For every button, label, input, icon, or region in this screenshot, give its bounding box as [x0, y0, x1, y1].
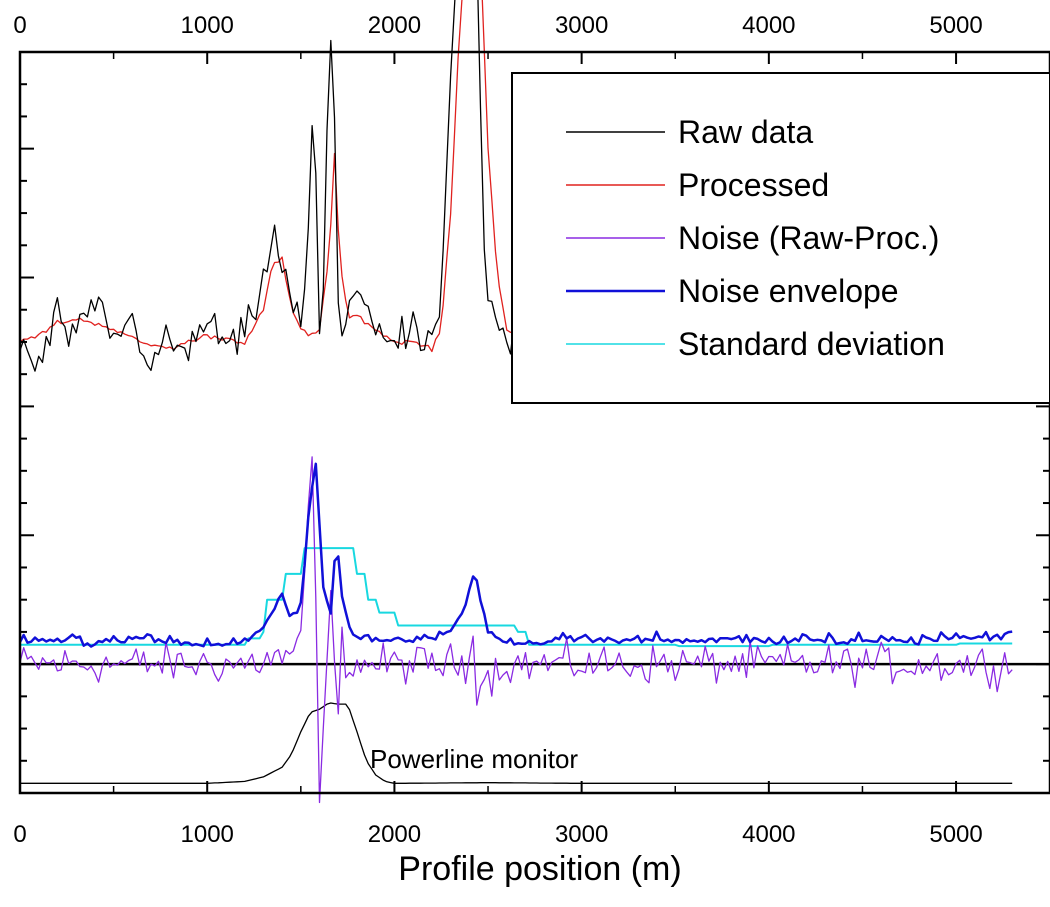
x-tick-label-top: 5000 — [929, 12, 982, 39]
legend-label: Noise (Raw-Proc.) — [678, 220, 939, 256]
plot-frame — [18, 50, 1050, 795]
powerline-annotation: Powerline monitor — [370, 744, 578, 774]
x-tick-label-top: 4000 — [742, 12, 795, 39]
series-powerline-monitor — [20, 702, 1013, 784]
x-tick-label-bottom: 1000 — [181, 821, 234, 848]
series-standard-deviation — [20, 547, 1013, 648]
x-tick-label-bottom: 2000 — [368, 821, 421, 848]
x-tick-label-bottom: 3000 — [555, 821, 608, 848]
legend-items: Raw data Processed Noise (Raw-Proc.) Noise … — [566, 114, 945, 362]
x-tick-label-top: 2000 — [368, 12, 421, 39]
x-tick-label-top: 3000 — [555, 12, 608, 39]
legend-label: Raw data — [678, 114, 813, 150]
x-tick-label-top: 1000 — [181, 12, 234, 39]
x-tick-label-bottom: 4000 — [742, 821, 795, 848]
x-tick-label-top: 0 — [13, 12, 26, 39]
legend: Raw data Processed Noise (Raw-Proc.) Noise … — [511, 72, 1050, 404]
x-tick-label-bottom: 5000 — [929, 821, 982, 848]
axis-ticks — [19, 52, 1050, 794]
legend-label: Noise envelope — [678, 273, 899, 309]
x-axis-title: Profile position (m) — [398, 850, 681, 888]
axis-labels: 0 0 1000 1000 2000 2000 3000 3000 4000 4000 5000 50… — [13, 12, 982, 848]
legend-label: Processed — [678, 167, 829, 203]
series-noise-raw-proc — [19, 456, 1013, 804]
x-tick-label-bottom: 0 — [13, 821, 26, 848]
legend-label: Standard deviation — [678, 326, 945, 362]
series-noise-envelope — [18, 462, 1013, 648]
